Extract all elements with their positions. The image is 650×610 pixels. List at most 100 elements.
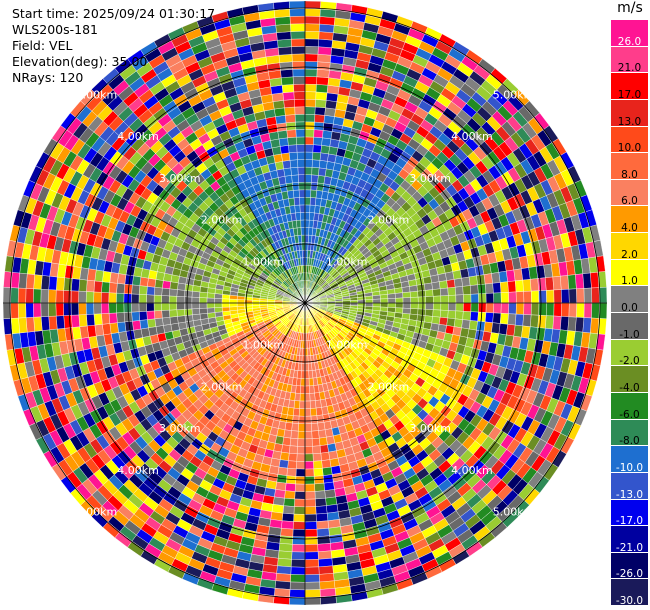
range-gate-cell — [282, 160, 291, 169]
range-gate-cell — [304, 453, 314, 462]
range-gate-cell — [531, 302, 540, 316]
range-gate-cell — [515, 279, 524, 293]
range-gate-cell — [314, 114, 325, 123]
range-gate-cell — [321, 459, 332, 469]
range-gate-cell — [289, 15, 306, 25]
range-gate-cell — [401, 286, 411, 293]
range-gate-cell — [567, 316, 577, 332]
range-gate-cell — [313, 129, 324, 138]
range-gate-cell — [86, 313, 95, 327]
range-gate-cell — [147, 277, 157, 288]
range-gate-cell — [380, 302, 389, 308]
range-gate-cell — [310, 415, 318, 424]
range-gate-cell — [304, 423, 312, 432]
range-gate-cell — [315, 498, 327, 507]
range-gate-cell — [10, 272, 20, 289]
range-gate-cell — [538, 290, 547, 304]
range-gate-cell — [545, 315, 554, 330]
range-gate-cell — [109, 272, 119, 284]
range-gate-cell — [275, 481, 287, 491]
range-gate-cell — [431, 281, 441, 290]
range-gate-cell — [25, 273, 35, 289]
range-gate-cell — [417, 290, 426, 298]
range-gate-cell — [304, 53, 319, 62]
range-gate-cell — [63, 290, 72, 304]
range-gate-cell — [410, 296, 419, 304]
range-gate-cell — [279, 145, 290, 155]
range-gate-cell — [402, 297, 411, 304]
range-gate-cell — [304, 159, 313, 168]
range-gate-cell — [304, 385, 310, 394]
range-gate-cell — [508, 302, 517, 315]
range-gate-cell — [63, 302, 72, 316]
range-gate-cell — [289, 205, 296, 214]
range-gate-cell — [281, 444, 291, 454]
range-gate-cell — [290, 574, 306, 583]
range-gate-cell — [304, 431, 313, 440]
range-gate-cell — [309, 385, 315, 394]
range-gate-cell — [576, 302, 585, 318]
range-gate-cell — [101, 292, 110, 304]
range-gate-cell — [277, 558, 292, 568]
range-gate-cell — [432, 309, 441, 318]
range-gate-cell — [298, 415, 306, 424]
range-gate-cell — [319, 588, 336, 598]
range-gate-cell — [278, 46, 293, 56]
colorbar-segment: -21.0 — [611, 525, 648, 554]
range-gate-cell — [318, 31, 334, 41]
range-gate-cell — [315, 513, 329, 522]
range-gate-cell — [291, 174, 299, 184]
range-gate-cell — [294, 106, 306, 115]
range-gate-cell — [522, 279, 532, 292]
range-gate-cell — [276, 31, 292, 41]
range-gate-cell — [372, 302, 381, 308]
range-gate-cell — [292, 529, 306, 538]
nrays-text: NRays: 120 — [12, 70, 84, 85]
range-gate-cell — [289, 445, 298, 454]
range-gate-cell — [295, 468, 306, 477]
range-gate-cell — [301, 234, 306, 243]
range-gate-cell — [109, 322, 119, 334]
range-gate-cell — [304, 31, 320, 40]
range-gate-cell — [291, 38, 306, 47]
range-gate-cell — [318, 38, 333, 48]
range-gate-cell — [281, 513, 295, 522]
range-gate-cell — [292, 536, 306, 545]
range-gate-cell — [590, 272, 600, 289]
range-gate-cell — [304, 227, 310, 236]
range-gate-cell — [299, 400, 306, 409]
range-gate-cell — [199, 297, 208, 304]
range-gate-cell — [277, 466, 288, 476]
range-gate-cell — [493, 302, 502, 314]
range-gate-cell — [323, 115, 335, 125]
range-gate-cell — [295, 129, 306, 138]
range-ring-label: 1.00km — [326, 255, 368, 268]
range-gate-cell — [274, 580, 291, 590]
range-gate-cell — [18, 317, 28, 334]
range-gate-cell — [297, 431, 306, 440]
range-gate-cell — [304, 129, 315, 138]
range-gate-cell — [296, 446, 306, 455]
range-gate-cell — [365, 299, 374, 304]
range-gate-cell — [311, 167, 320, 176]
range-gate-cell — [288, 197, 295, 207]
range-gate-cell — [161, 309, 170, 319]
range-gate-cell — [317, 535, 331, 545]
range-gate-cell — [365, 302, 374, 307]
range-gate-cell — [169, 281, 179, 290]
range-gate-cell — [131, 311, 140, 322]
range-gate-cell — [313, 468, 324, 477]
range-gate-cell — [387, 302, 396, 308]
range-gate-cell — [309, 197, 317, 206]
range-ring-label: 1.00km — [243, 339, 285, 352]
range-gate-cell — [176, 289, 186, 297]
range-ring-label: 3.00km — [159, 422, 201, 435]
colorbar-segment: 2.0 — [611, 232, 648, 261]
range-gate-cell — [453, 318, 463, 329]
range-gate-cell — [33, 316, 43, 332]
range-gate-cell — [274, 8, 291, 18]
range-gate-cell — [278, 137, 289, 147]
range-gate-cell — [485, 292, 494, 304]
range-gate-cell — [17, 302, 27, 319]
range-gate-cell — [317, 543, 332, 552]
